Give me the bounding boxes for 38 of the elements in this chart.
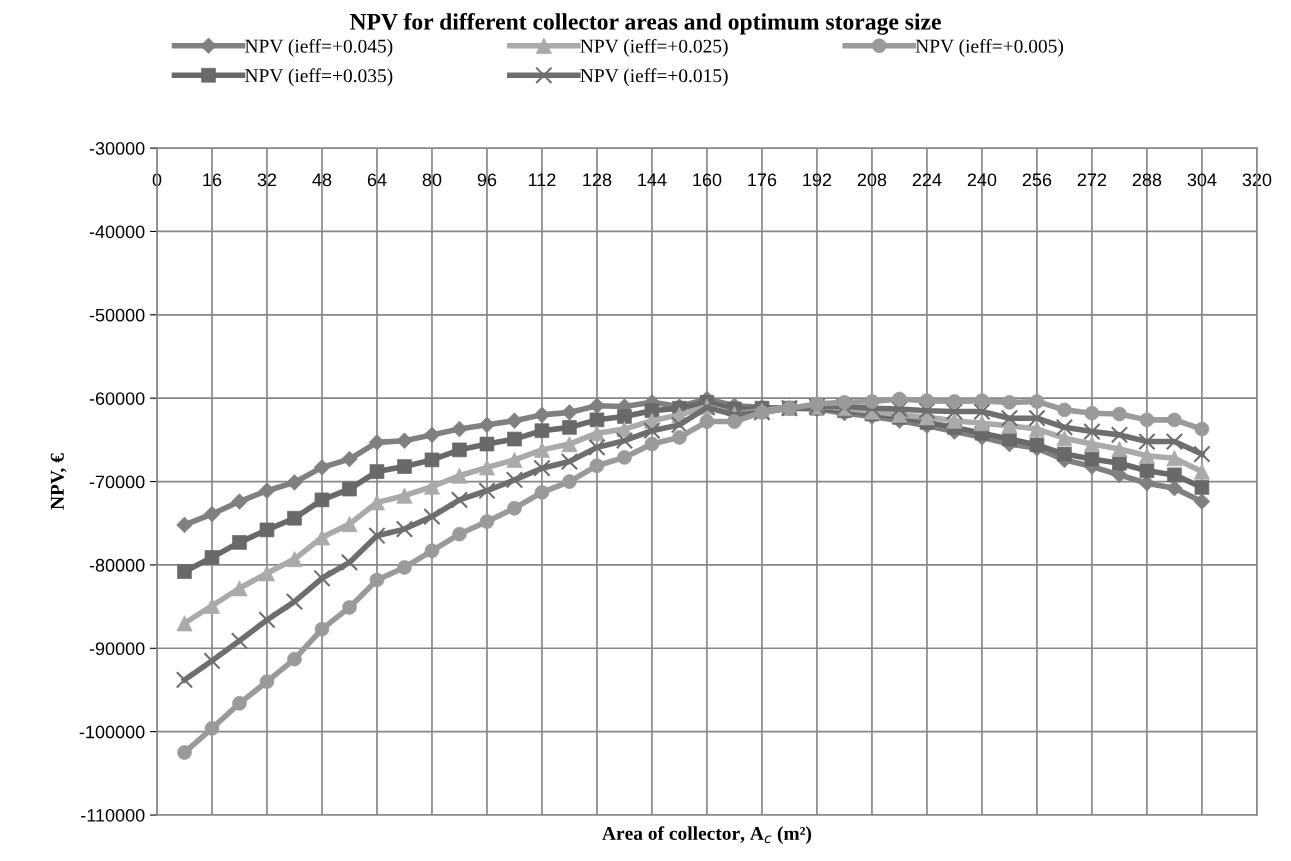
y-tick-label: -50000 (89, 308, 145, 322)
y-tick-label: -70000 (89, 475, 145, 489)
x-axis-title: Area of collector, A$_{c}$ (m²) (602, 826, 812, 844)
y-tick-label: -110000 (81, 808, 145, 822)
y-tick-label: -100000 (79, 725, 145, 739)
x-tick-label: 176 (748, 173, 777, 187)
x-tick-label: 192 (803, 173, 832, 187)
x-tick-label: 304 (1187, 173, 1217, 187)
legend-label: NPV (ieff=+0.035) (245, 68, 393, 87)
x-tick-label: 160 (693, 173, 722, 187)
x-tick-label: 224 (912, 173, 942, 187)
y-tick-label: -30000 (89, 142, 145, 155)
x-tick-label: 288 (1132, 173, 1162, 187)
x-tick-label: 128 (583, 173, 612, 187)
x-tick-label: 272 (1077, 173, 1107, 187)
y-tick-label: -60000 (89, 392, 145, 405)
x-tick-label: 320 (1242, 173, 1272, 187)
x-tick-label: 48 (312, 173, 332, 187)
legend-label: NPV (ieff=+0.025) (580, 38, 728, 57)
x-tick-label: 112 (528, 173, 556, 187)
x-tick-label: 80 (422, 173, 442, 187)
x-tick-label: 96 (477, 173, 497, 187)
x-tick-label: 32 (257, 173, 277, 187)
x-tick-label: 144 (638, 173, 667, 187)
chart-title: NPV for different collector areas and optimum storage size (349, 12, 941, 35)
legend-label: NPV (ieff=+0.045) (245, 38, 393, 57)
y-tick-label: -90000 (89, 642, 145, 656)
y-tick-label: -80000 (89, 558, 145, 572)
y-tick-label: -40000 (89, 225, 145, 239)
x-tick-label: 240 (967, 173, 997, 187)
legend-label: NPV (ieff=+0.015) (580, 68, 728, 87)
x-tick-label: 256 (1022, 173, 1052, 187)
x-tick-label: 0 (152, 173, 162, 187)
x-tick-label: 64 (367, 173, 387, 187)
y-axis-title: NPV, € (50, 453, 67, 510)
x-tick-label: 16 (203, 173, 222, 187)
x-tick-label: 208 (857, 173, 887, 187)
legend-label: NPV (ieff=+0.005) (915, 38, 1064, 57)
